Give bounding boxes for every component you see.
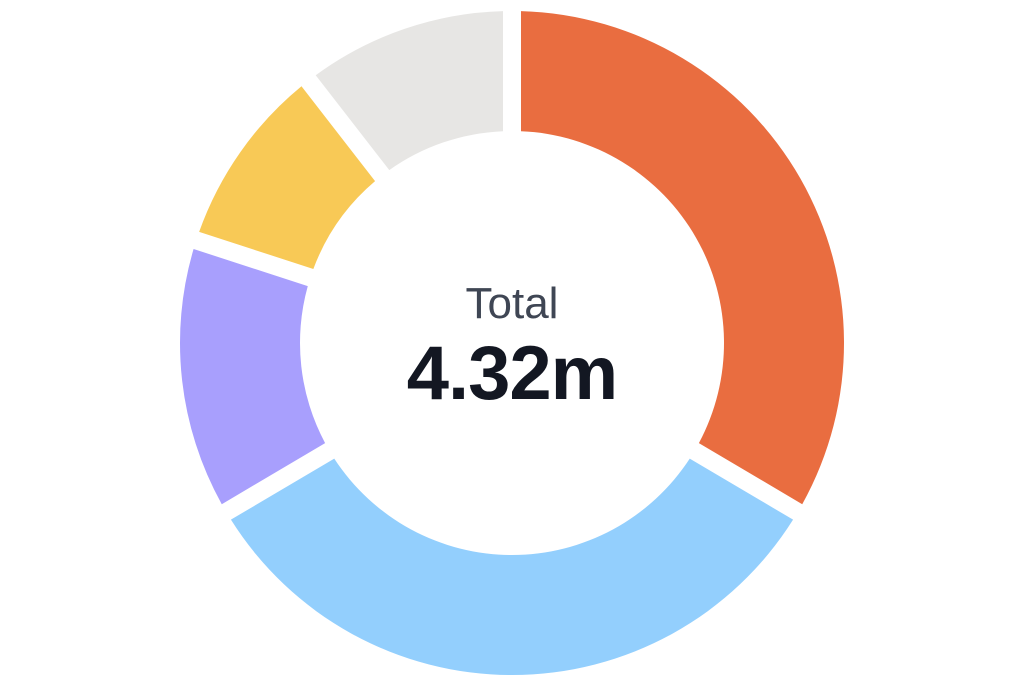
donut-slice-1	[520, 11, 844, 505]
donut-slice-4	[199, 86, 376, 269]
center-title: Total	[465, 279, 559, 328]
donut-slice-5	[315, 11, 504, 171]
center-value: 4.32m	[406, 331, 619, 416]
donut-slice-3	[180, 249, 326, 505]
donut-slice-2	[230, 458, 794, 675]
